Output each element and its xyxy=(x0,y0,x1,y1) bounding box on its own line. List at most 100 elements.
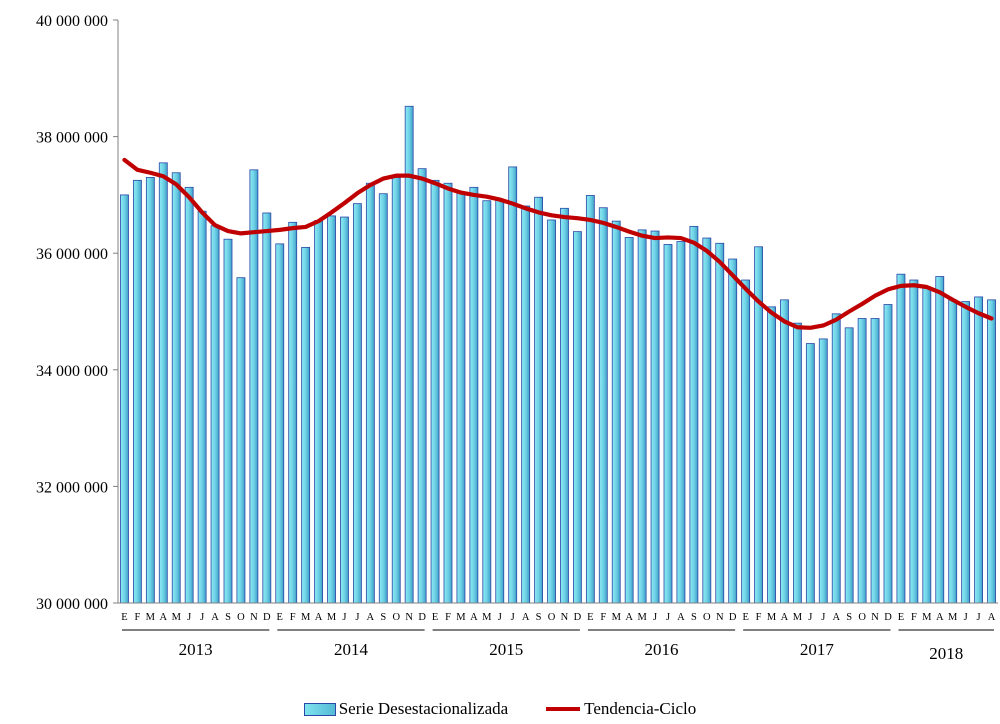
y-tick-label: 38 000 000 xyxy=(36,130,108,147)
x-month-label: M xyxy=(146,612,156,623)
bar xyxy=(404,105,414,604)
year-label: 2013 xyxy=(179,640,213,659)
x-month-label: E xyxy=(277,612,283,623)
x-month-label: J xyxy=(977,612,981,623)
x-month-label: J xyxy=(653,612,657,623)
bar xyxy=(145,177,155,604)
year-label: 2015 xyxy=(489,640,523,659)
x-month-label: S xyxy=(536,612,542,623)
bar xyxy=(482,200,492,604)
x-month-label: N xyxy=(405,612,413,623)
bar xyxy=(818,338,828,604)
x-month-label: O xyxy=(703,612,711,623)
bar xyxy=(443,182,453,604)
x-month-label: M xyxy=(612,612,622,623)
x-month-label: O xyxy=(392,612,400,623)
x-month-label: N xyxy=(250,612,258,623)
bar xyxy=(340,216,349,604)
y-tick-label: 34 000 000 xyxy=(36,363,108,380)
x-month-label: A xyxy=(625,612,633,623)
bar xyxy=(987,299,996,604)
bar xyxy=(120,194,129,604)
chart: 30 000 000 32 000 000 34 000 000 36 000 000… xyxy=(36,13,998,663)
bar xyxy=(741,279,751,604)
bar xyxy=(909,279,919,604)
y-tick-label: 36 000 000 xyxy=(36,246,108,263)
bar xyxy=(417,168,427,604)
x-month-label: S xyxy=(225,612,231,623)
trend-line xyxy=(122,157,994,330)
x-month-label: F xyxy=(756,612,762,623)
bar xyxy=(508,166,518,604)
bar xyxy=(793,322,802,604)
x-month-label: S xyxy=(846,612,852,623)
legend-item-bars: Serie Desestacionalizada xyxy=(303,699,509,719)
x-month-label: M xyxy=(948,612,958,623)
x-month-label: A xyxy=(677,612,685,623)
bar xyxy=(456,191,466,604)
bar xyxy=(534,196,544,604)
x-month-label: N xyxy=(716,612,724,623)
bar xyxy=(365,182,375,604)
y-axis-ticks: 30 000 000 32 000 000 34 000 000 36 000 000… xyxy=(36,13,118,613)
bar xyxy=(430,179,440,604)
legend: Serie Desestacionalizada Tendencia-Ciclo xyxy=(0,697,1000,721)
bar xyxy=(805,343,815,604)
x-month-label: F xyxy=(290,612,296,623)
legend-label-trend: Tendencia-Ciclo xyxy=(584,699,697,718)
x-month-label: E xyxy=(898,612,904,623)
bar xyxy=(883,304,893,604)
x-month-label: M xyxy=(637,612,647,623)
x-month-label: F xyxy=(600,612,606,623)
x-month-label: E xyxy=(121,612,127,623)
bar xyxy=(611,220,621,604)
x-month-label: S xyxy=(691,612,697,623)
x-month-label: M xyxy=(793,612,803,623)
bar xyxy=(378,193,388,604)
bar xyxy=(132,179,142,604)
x-month-label: O xyxy=(548,612,556,623)
bar xyxy=(663,244,673,604)
y-tick-label: 30 000 000 xyxy=(36,596,108,613)
bar xyxy=(676,241,686,604)
bar xyxy=(896,273,906,604)
x-month-label: A xyxy=(522,612,530,623)
y-tick-label: 40 000 000 xyxy=(36,13,108,30)
x-month-label: D xyxy=(263,612,271,623)
x-month-label: M xyxy=(922,612,932,623)
x-month-label: D xyxy=(729,612,737,623)
bar xyxy=(391,177,401,604)
bar xyxy=(922,287,932,604)
trend-series xyxy=(122,157,994,330)
year-label: 2016 xyxy=(645,640,679,659)
bar xyxy=(573,231,582,604)
bar xyxy=(715,242,725,604)
x-month-label: F xyxy=(134,612,140,623)
x-month-label: M xyxy=(172,612,182,623)
legend-item-trend: Tendencia-Ciclo xyxy=(546,699,696,719)
bar xyxy=(236,277,246,604)
bar xyxy=(870,318,880,604)
x-month-label: M xyxy=(327,612,337,623)
bar xyxy=(857,318,867,604)
bar xyxy=(197,210,207,604)
bar xyxy=(935,276,945,604)
x-month-label: D xyxy=(574,612,582,623)
x-month-label: A xyxy=(781,612,789,623)
bar xyxy=(560,207,569,604)
x-month-label: J xyxy=(964,612,968,623)
bar xyxy=(637,229,647,604)
x-month-label: J xyxy=(498,612,502,623)
bar xyxy=(495,199,505,604)
bar xyxy=(352,203,362,604)
legend-label-bars: Serie Desestacionalizada xyxy=(338,699,509,718)
y-tick-label: 32 000 000 xyxy=(36,479,108,496)
bar xyxy=(974,296,984,604)
x-month-label: M xyxy=(456,612,466,623)
x-month-label: J xyxy=(355,612,359,623)
x-month-label: A xyxy=(936,612,944,623)
x-month-label: J xyxy=(821,612,825,623)
bar xyxy=(598,207,608,604)
x-month-label: E xyxy=(742,612,748,623)
x-month-label: A xyxy=(470,612,478,623)
